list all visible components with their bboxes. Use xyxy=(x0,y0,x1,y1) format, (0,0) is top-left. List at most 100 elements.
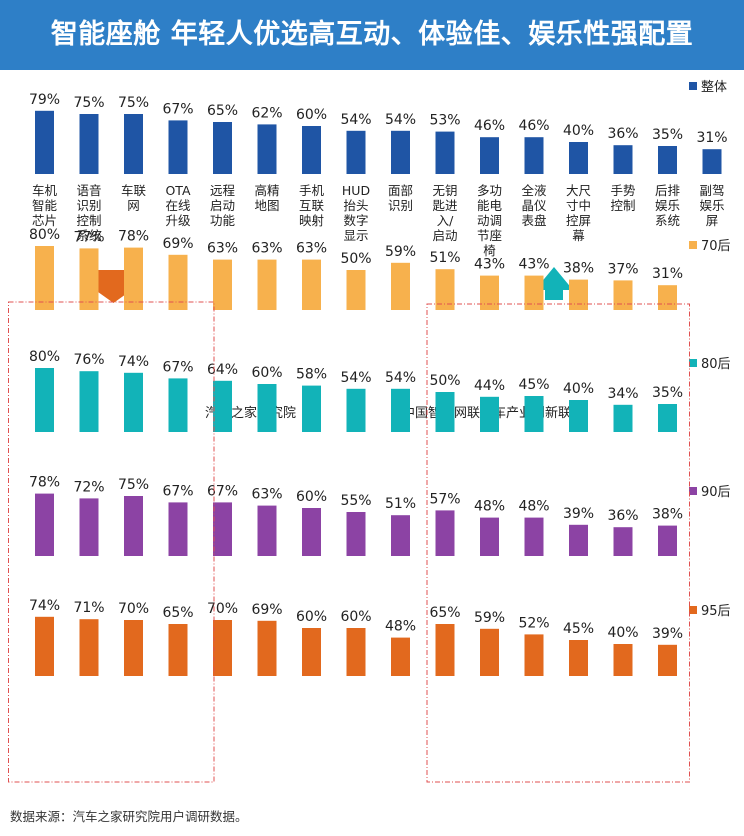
data-label: 78% xyxy=(118,229,149,245)
bar xyxy=(391,637,410,676)
category-label: 幕 xyxy=(572,228,585,243)
data-label: 54% xyxy=(340,112,371,128)
category-label: 无钥 xyxy=(432,183,457,198)
data-label: 67% xyxy=(207,483,238,499)
category-label: 启动 xyxy=(432,228,457,243)
bar xyxy=(613,404,633,432)
bar xyxy=(35,110,54,174)
bar xyxy=(569,640,588,676)
data-label: 50% xyxy=(340,251,371,267)
category-label: 升级 xyxy=(165,213,191,228)
bar xyxy=(257,124,277,174)
bar xyxy=(658,644,677,676)
bar xyxy=(302,385,321,432)
data-label: 45% xyxy=(563,621,594,637)
category-label: 车机 xyxy=(32,183,58,198)
category-label: 能电 xyxy=(477,198,503,213)
data-label: 40% xyxy=(563,123,594,139)
data-label: 63% xyxy=(207,241,238,257)
category-label: 地图 xyxy=(254,198,279,213)
category-label: 寸中 xyxy=(566,198,591,213)
bar xyxy=(302,126,321,174)
bar xyxy=(658,525,677,556)
category-label: 面部 xyxy=(388,183,413,198)
category-label: 椅 xyxy=(483,243,496,258)
category-label: 节座 xyxy=(477,228,502,243)
data-label: 63% xyxy=(251,487,282,503)
data-label: 52% xyxy=(518,615,549,631)
bar xyxy=(124,620,143,676)
category-label: 显示 xyxy=(343,228,368,243)
data-label: 43% xyxy=(474,257,505,273)
category-label: 芯片 xyxy=(32,213,57,228)
data-label: 37% xyxy=(607,261,638,277)
bar xyxy=(346,130,366,174)
title-banner xyxy=(0,0,744,70)
data-label: 39% xyxy=(563,506,594,522)
data-label: 75% xyxy=(118,95,149,111)
data-label: 60% xyxy=(340,609,371,625)
data-label: 74% xyxy=(118,354,149,370)
data-label: 63% xyxy=(296,241,327,257)
bar xyxy=(569,279,588,310)
bar xyxy=(524,517,544,556)
data-label: 34% xyxy=(607,386,638,402)
category-label: 多功 xyxy=(477,183,502,198)
data-label: 51% xyxy=(429,250,460,266)
category-label: 大尺 xyxy=(566,183,591,198)
data-label: 64% xyxy=(207,362,238,378)
data-label: 60% xyxy=(251,365,282,381)
category-label: 互联 xyxy=(299,198,325,213)
data-label: 57% xyxy=(429,491,460,507)
data-label: 60% xyxy=(296,609,327,625)
category-label: 识别 xyxy=(76,198,101,213)
bar xyxy=(168,502,188,556)
bar xyxy=(124,372,143,432)
data-label: 69% xyxy=(162,236,193,252)
category-label: 动调 xyxy=(477,213,502,228)
data-label: 70% xyxy=(207,601,238,617)
bar xyxy=(435,392,455,432)
bar xyxy=(524,137,544,174)
data-label: 62% xyxy=(251,105,282,121)
bar xyxy=(435,624,455,676)
category-label: OTA xyxy=(165,183,191,198)
data-label: 60% xyxy=(296,489,327,505)
data-label: 74% xyxy=(29,598,60,614)
bar xyxy=(524,396,544,432)
bar xyxy=(213,380,232,432)
data-label: 67% xyxy=(162,483,193,499)
bar xyxy=(35,368,54,432)
category-label: 抬头 xyxy=(343,198,368,213)
data-label: 40% xyxy=(563,381,594,397)
data-label: 59% xyxy=(385,244,416,260)
data-label: 31% xyxy=(696,130,727,146)
bar xyxy=(124,247,143,310)
bar xyxy=(213,259,232,310)
category-label: 控制 xyxy=(610,198,635,213)
legend-swatch xyxy=(689,241,697,249)
bar xyxy=(257,259,277,310)
bar xyxy=(569,400,588,432)
data-label: 59% xyxy=(474,610,505,626)
data-label: 38% xyxy=(652,507,683,523)
legend-label: 95后 xyxy=(701,604,731,619)
category-label: 系统 xyxy=(655,213,680,228)
bar xyxy=(213,502,232,556)
bar xyxy=(168,254,188,310)
bar xyxy=(613,280,633,310)
data-label: 71% xyxy=(73,600,104,616)
bar xyxy=(480,275,499,310)
category-label: 娱乐 xyxy=(655,198,680,213)
category-label: HUD xyxy=(342,183,370,198)
bar xyxy=(213,122,232,174)
category-label: 表盘 xyxy=(521,213,546,228)
data-label: 72% xyxy=(73,479,104,495)
data-label: 48% xyxy=(474,499,505,515)
data-label: 75% xyxy=(73,95,104,111)
category-label: 匙进 xyxy=(432,198,458,213)
category-label: 在线 xyxy=(165,198,191,213)
bar xyxy=(302,628,321,676)
bar xyxy=(346,388,366,432)
bar xyxy=(569,142,588,174)
